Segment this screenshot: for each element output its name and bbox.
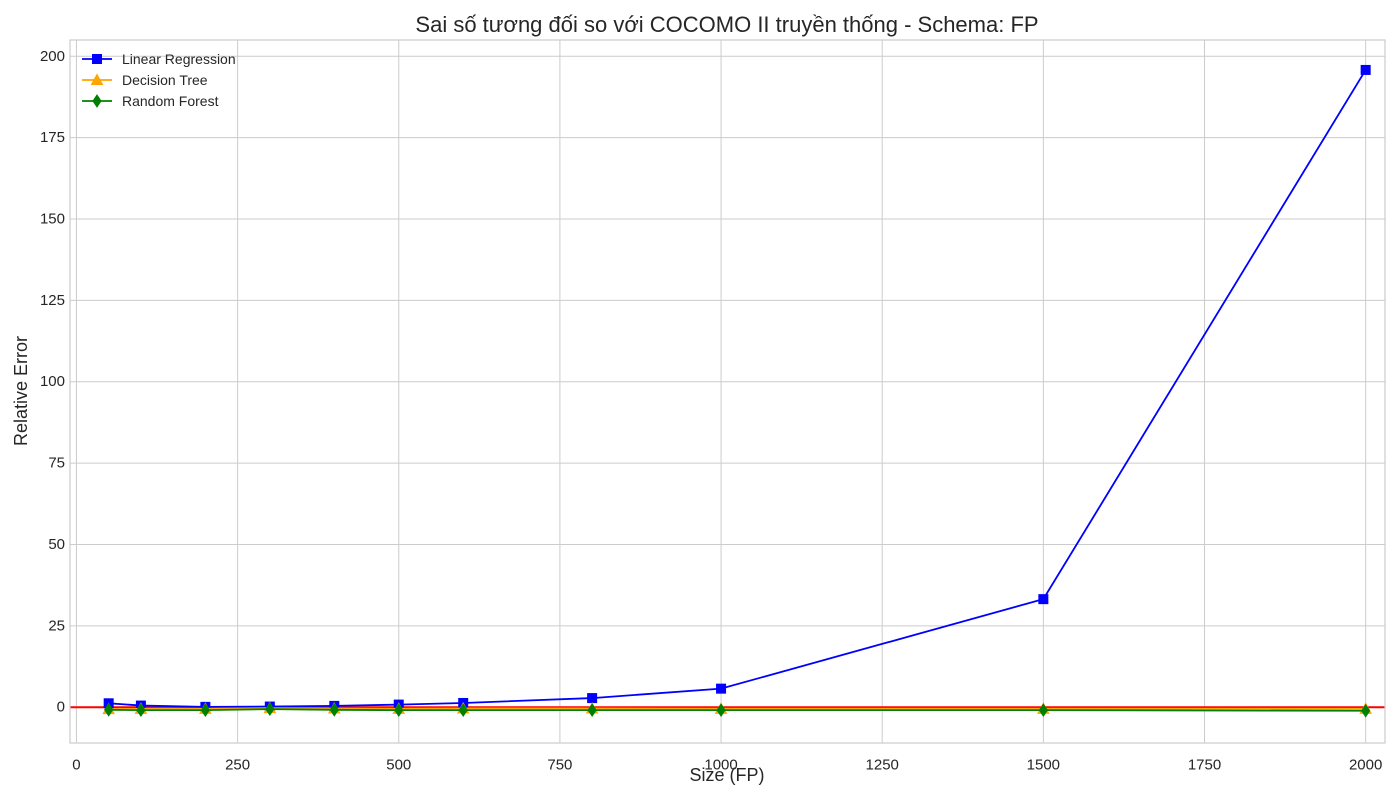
x-tick-label: 750 bbox=[547, 756, 572, 773]
y-tick-label: 200 bbox=[40, 48, 65, 65]
legend-marker bbox=[92, 94, 102, 108]
plot-frame bbox=[69, 39, 1386, 744]
legend-label: Random Forest bbox=[122, 93, 219, 109]
data-point bbox=[1361, 703, 1371, 718]
series-decision-tree bbox=[102, 701, 1373, 715]
y-tick-label: 25 bbox=[48, 617, 65, 634]
x-axis-label: Size (FP) bbox=[689, 765, 764, 785]
y-tick-label: 175 bbox=[40, 129, 65, 146]
data-point bbox=[394, 703, 404, 718]
y-tick-label: 150 bbox=[40, 211, 65, 228]
legend: Linear Regression Decision Tree Random For… bbox=[82, 51, 236, 109]
data-point bbox=[716, 703, 726, 718]
legend-label: Linear Regression bbox=[122, 51, 236, 67]
x-tick-label: 2000 bbox=[1349, 756, 1382, 773]
y-axis-label: Relative Error bbox=[11, 336, 31, 446]
legend-item: Decision Tree bbox=[82, 72, 208, 88]
y-tick-labels: 0 25 50 75 100 125 150 175 200 bbox=[40, 48, 65, 716]
data-point bbox=[329, 702, 339, 717]
data-point bbox=[1038, 703, 1048, 718]
series-line bbox=[108, 69, 1367, 708]
series-random-forest bbox=[104, 702, 1371, 718]
data-point bbox=[587, 703, 597, 718]
legend-marker bbox=[92, 54, 102, 64]
legend-item: Linear Regression bbox=[82, 51, 236, 67]
y-tick-label: 125 bbox=[40, 292, 65, 309]
data-point bbox=[716, 683, 727, 694]
grid bbox=[70, 40, 1385, 743]
data-point bbox=[265, 702, 275, 717]
x-tick-label: 1750 bbox=[1188, 756, 1221, 773]
x-tick-label: 500 bbox=[386, 756, 411, 773]
data-point bbox=[587, 693, 598, 704]
x-tick-labels: 0 250 500 750 1000 1250 1500 1750 2000 bbox=[72, 756, 1382, 773]
legend-item: Random Forest bbox=[82, 93, 219, 109]
data-point bbox=[136, 703, 146, 718]
data-point bbox=[1360, 64, 1371, 75]
series-layer bbox=[102, 64, 1373, 718]
y-tick-label: 100 bbox=[40, 373, 65, 390]
y-tick-label: 50 bbox=[48, 536, 65, 553]
x-tick-label: 1500 bbox=[1027, 756, 1060, 773]
data-point bbox=[1038, 594, 1049, 605]
chart-title: Sai số tương đối so với COCOMO II truyền… bbox=[415, 12, 1038, 37]
data-point bbox=[104, 702, 114, 717]
x-tick-label: 1250 bbox=[866, 756, 899, 773]
y-tick-label: 0 bbox=[57, 699, 65, 716]
legend-marker bbox=[90, 73, 104, 85]
data-point bbox=[200, 703, 210, 718]
data-point bbox=[458, 703, 468, 718]
x-tick-label: 1000 bbox=[704, 756, 737, 773]
y-tick-label: 75 bbox=[48, 455, 65, 472]
x-tick-label: 0 bbox=[72, 756, 80, 773]
legend-label: Decision Tree bbox=[122, 72, 208, 88]
x-tick-label: 250 bbox=[225, 756, 250, 773]
series-linear-regression bbox=[103, 64, 1371, 712]
